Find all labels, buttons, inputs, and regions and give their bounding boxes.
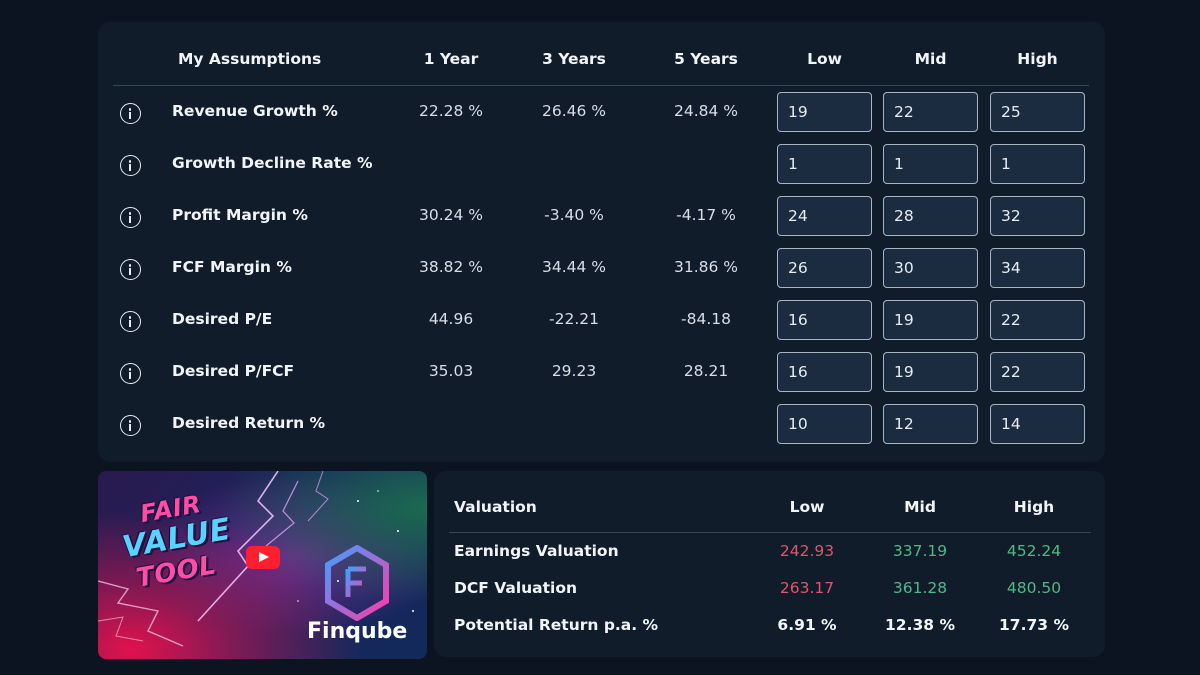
desired-pe-5y: -84.18 [681,310,731,328]
desired-pe-3y: -22.21 [549,310,599,328]
header-low: Low [807,50,842,68]
row-label-fcf-margin: FCF Margin % [172,258,292,276]
profit-margin-5y: -4.17 % [676,206,736,224]
header-high: High [1017,50,1058,68]
info-icon[interactable] [120,415,141,436]
info-icon[interactable] [120,363,141,384]
potential-return-mid: 12.38 % [885,616,955,634]
desired-pe-1y: 44.96 [428,310,474,328]
finqube-logo-icon [325,545,389,621]
growth-decline-high-input[interactable] [990,144,1085,184]
profit-margin-1y: 30.24 % [418,206,484,224]
assumptions-panel: My Assumptions 1 Year 3 Years 5 Years Lo… [98,22,1105,462]
row-label-desired-return: Desired Return % [172,414,326,432]
desired-pfcf-3y: 29.23 [551,362,597,380]
fcf-margin-3y: 34.44 % [541,258,607,276]
valuation-panel: Valuation Low Mid High Earnings Valuatio… [434,471,1105,657]
header-1-year: 1 Year [423,50,479,68]
revenue-growth-high-input[interactable] [990,92,1085,132]
row-label-profit-margin: Profit Margin % [172,206,308,224]
dcf-valuation-high: 480.50 [1006,579,1062,597]
profit-margin-mid-input[interactable] [883,196,978,236]
desired-pe-high-input[interactable] [990,300,1085,340]
potential-return-high: 17.73 % [999,616,1069,634]
profit-margin-3y: -3.40 % [544,206,604,224]
valuation-header-divider [449,532,1091,533]
header-5-years: 5 Years [674,50,738,68]
valuation-header-mid: Mid [904,498,936,516]
desired-pfcf-high-input[interactable] [990,352,1085,392]
desired-pfcf-1y: 35.03 [428,362,474,380]
valuation-title: Valuation [454,498,537,516]
info-icon[interactable] [120,207,141,228]
header-divider [113,85,1089,86]
growth-decline-low-input[interactable] [777,144,872,184]
revenue-growth-low-input[interactable] [777,92,872,132]
assumptions-title: My Assumptions [178,50,322,68]
fcf-margin-mid-input[interactable] [883,248,978,288]
header-mid: Mid [914,50,947,68]
dcf-valuation-mid: 361.28 [892,579,948,597]
revenue-growth-3y: 26.46 % [541,102,607,120]
info-icon[interactable] [120,259,141,280]
desired-return-low-input[interactable] [777,404,872,444]
desired-pe-mid-input[interactable] [883,300,978,340]
desired-pfcf-5y: 28.21 [683,362,729,380]
earnings-valuation-high: 452.24 [1006,542,1062,560]
row-label-desired-pfcf: Desired P/FCF [172,362,295,380]
lightning-decoration [98,471,414,647]
dcf-valuation-low: 263.17 [779,579,835,597]
desired-pfcf-mid-input[interactable] [883,352,978,392]
revenue-growth-1y: 22.28 % [418,102,484,120]
desired-return-mid-input[interactable] [883,404,978,444]
potential-return-low: 6.91 % [777,616,837,634]
growth-decline-mid-input[interactable] [883,144,978,184]
revenue-growth-mid-input[interactable] [883,92,978,132]
fcf-margin-low-input[interactable] [777,248,872,288]
youtube-play-icon [246,546,280,569]
valuation-header-low: Low [789,498,825,516]
revenue-growth-5y: 24.84 % [673,102,739,120]
earnings-valuation-label: Earnings Valuation [454,542,619,560]
fair-value-tool-thumbnail[interactable]: FAIR VALUE TOOL Finqube [98,471,427,659]
header-3-years: 3 Years [542,50,606,68]
profit-margin-high-input[interactable] [990,196,1085,236]
dcf-valuation-label: DCF Valuation [454,579,578,597]
potential-return-label: Potential Return p.a. % [454,616,659,634]
profit-margin-low-input[interactable] [777,196,872,236]
valuation-header-high: High [1013,498,1055,516]
info-icon[interactable] [120,155,141,176]
fcf-margin-1y: 38.82 % [418,258,484,276]
desired-return-high-input[interactable] [990,404,1085,444]
row-label-growth-decline-rate: Growth Decline Rate % [172,154,373,172]
fcf-margin-5y: 31.86 % [673,258,739,276]
info-icon[interactable] [120,103,141,124]
row-label-revenue-growth: Revenue Growth % [172,102,338,120]
desired-pe-low-input[interactable] [777,300,872,340]
row-label-desired-pe: Desired P/E [172,310,273,328]
earnings-valuation-mid: 337.19 [892,542,948,560]
desired-pfcf-low-input[interactable] [777,352,872,392]
fcf-margin-high-input[interactable] [990,248,1085,288]
info-icon[interactable] [120,311,141,332]
finqube-wordmark: Finqube [307,619,408,644]
earnings-valuation-low: 242.93 [779,542,835,560]
